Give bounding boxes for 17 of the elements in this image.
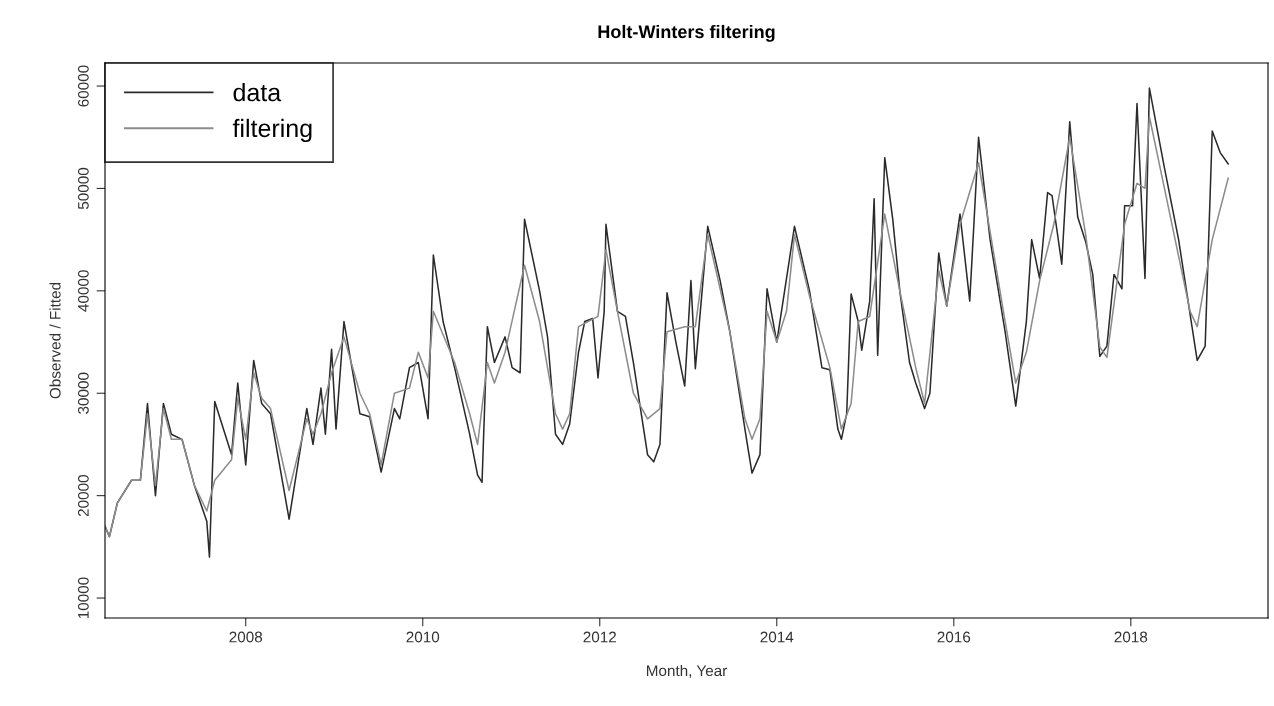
legend-label: data [233, 83, 282, 102]
y-tick-label: 20000 [77, 474, 89, 517]
y-tick-label: 40000 [77, 270, 89, 312]
x-tick-label: 2012 [583, 631, 616, 643]
y-tick-label: 10000 [77, 577, 89, 619]
x-tick-label: 2016 [937, 631, 971, 643]
x-axis-title: Month, Year [646, 664, 728, 678]
y-tick-label: 30000 [77, 372, 89, 414]
y-tick-label: 50000 [77, 167, 89, 210]
y-axis-title: Observed / Fitted [49, 282, 61, 399]
x-tick-label: 2018 [1114, 631, 1148, 643]
x-tick-label: 2010 [406, 631, 440, 643]
x-tick-label: 2008 [229, 631, 263, 643]
legend-label: filtering [232, 118, 312, 143]
chart-title: Holt-Winters filtering [598, 24, 775, 42]
y-tick-label: 60000 [77, 65, 89, 107]
x-tick-label: 2014 [760, 631, 794, 643]
